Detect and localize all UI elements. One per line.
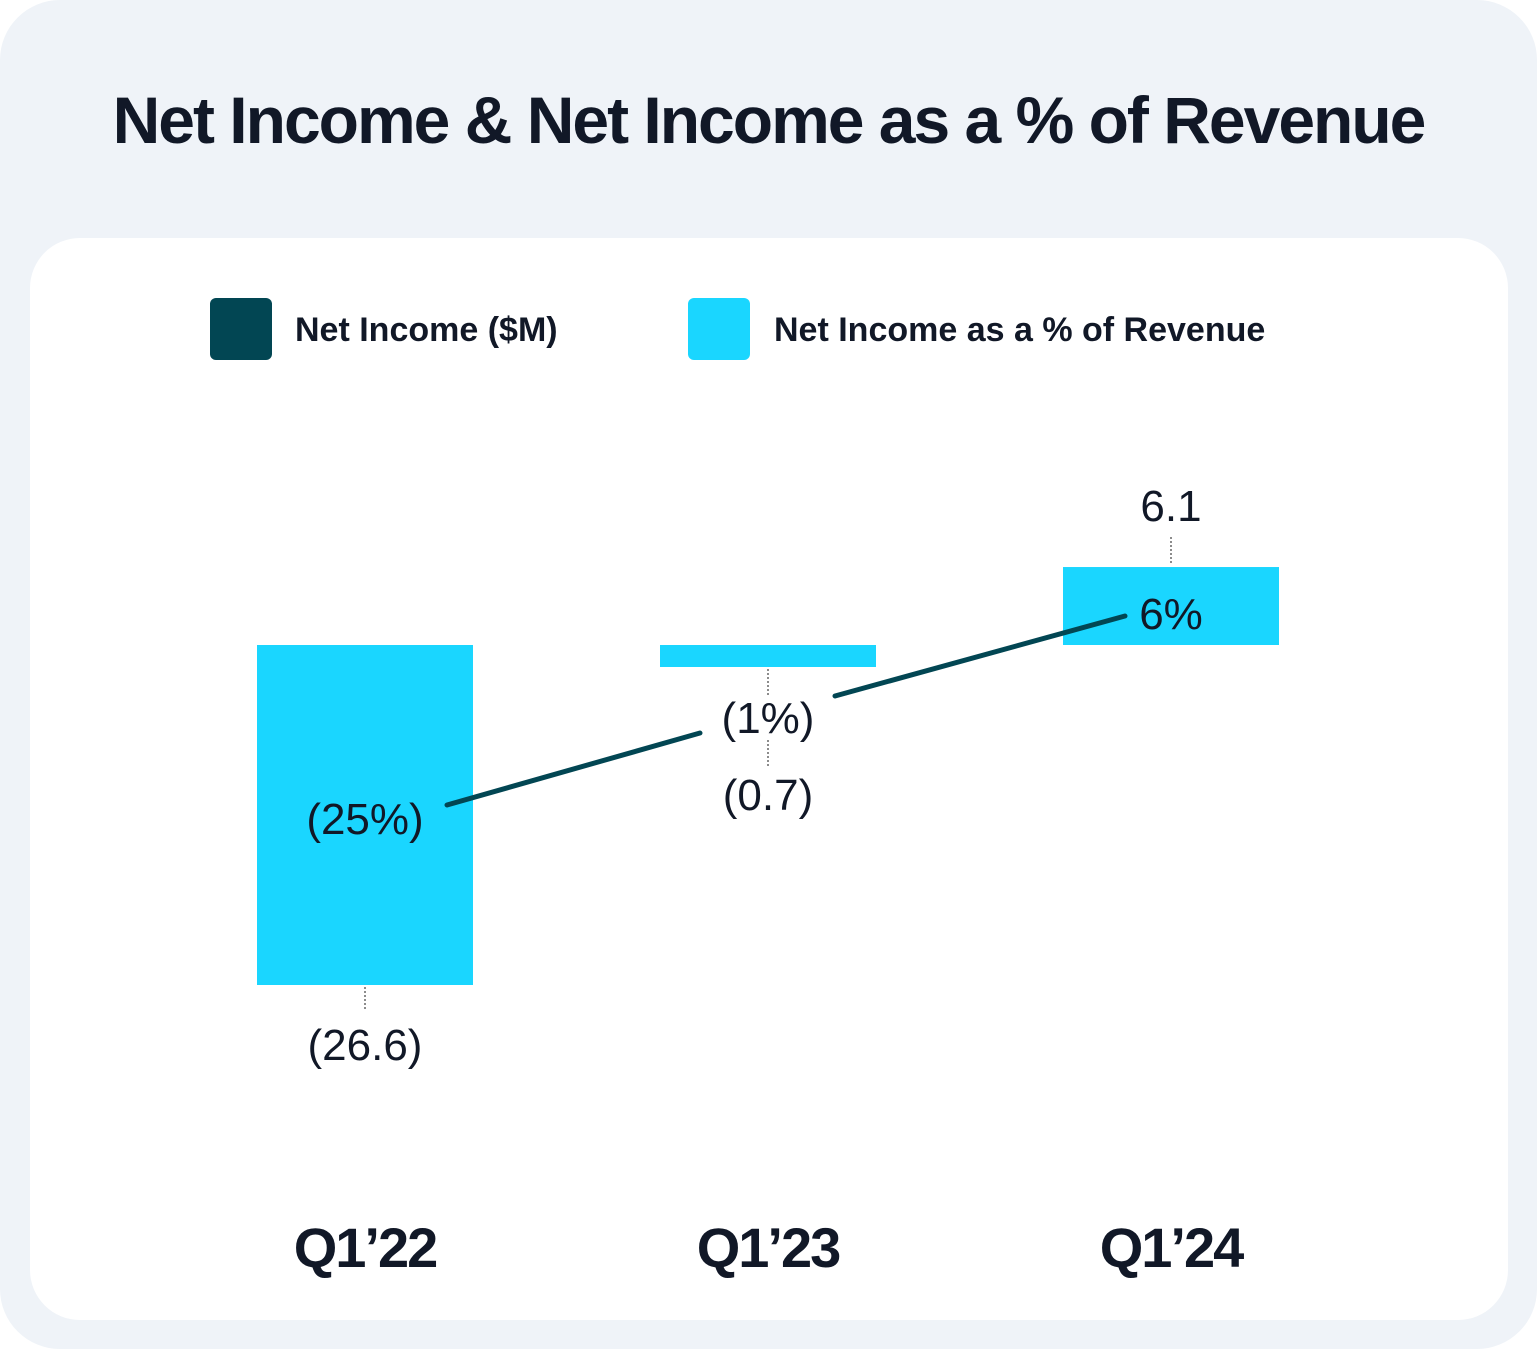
bar-value-label: (26.6) xyxy=(308,1021,423,1070)
legend-swatch-pct-revenue xyxy=(688,298,750,360)
bar-value-label: 6.1 xyxy=(1140,482,1201,531)
x-tick-label: Q1’24 xyxy=(1100,1216,1244,1279)
pct-value-label: (1%) xyxy=(722,694,815,743)
bar-2 xyxy=(660,645,876,667)
bar-1 xyxy=(257,645,473,985)
chart-title: Net Income & Net Income as a % of Revenu… xyxy=(112,83,1427,157)
legend-swatch-net-income xyxy=(210,298,272,360)
pct-line-segment xyxy=(832,613,1128,699)
pct-value-label: (25%) xyxy=(306,795,423,844)
bar-3 xyxy=(1063,567,1279,645)
legend-label-pct-revenue: Net Income as a % of Revenue xyxy=(774,311,1266,349)
x-tick-label: Q1’22 xyxy=(294,1216,437,1279)
legend-label-net-income: Net Income ($M) xyxy=(295,311,558,349)
bar-value-label: (0.7) xyxy=(723,771,813,820)
pct-line-segment xyxy=(444,730,703,808)
pct-value-label: 6% xyxy=(1139,590,1203,639)
x-tick-label: Q1’23 xyxy=(697,1216,840,1279)
